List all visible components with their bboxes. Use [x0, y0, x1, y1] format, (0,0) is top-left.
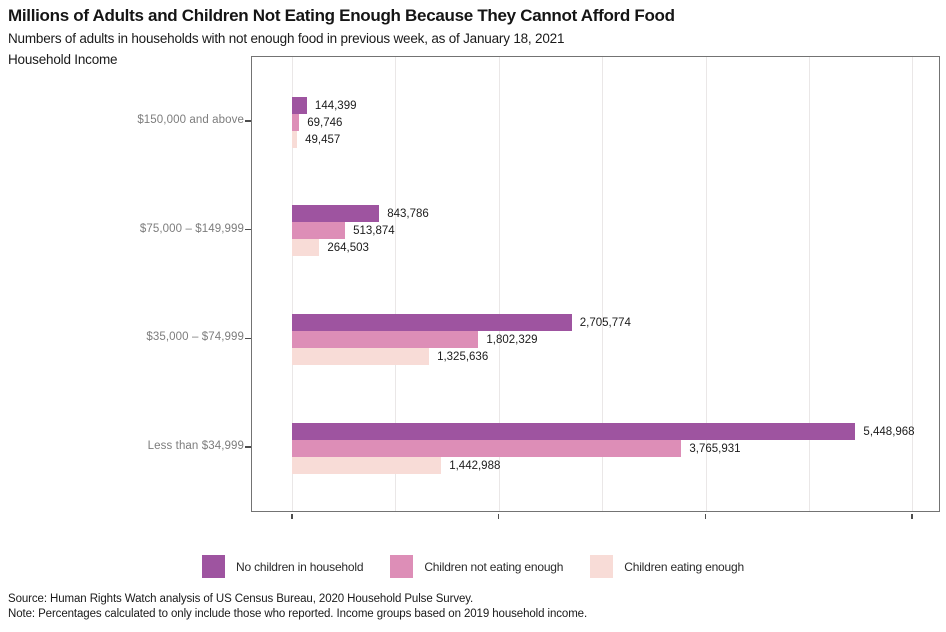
- footer-note: Note: Percentages calculated to only inc…: [8, 607, 588, 620]
- category-label: $75,000 – $149,999: [139, 222, 244, 235]
- y-axis-tick: [245, 337, 251, 340]
- bar-value-label: 843,786: [387, 208, 429, 221]
- x-axis-tick: [704, 513, 707, 519]
- chart-subtitle: Numbers of adults in households with not…: [8, 31, 565, 46]
- x-gridline: [292, 57, 293, 511]
- bar: [292, 222, 346, 240]
- x-axis-tick: [911, 513, 913, 519]
- legend-swatch-no-children: [202, 555, 226, 578]
- legend-label: Children not eating enough: [424, 559, 564, 574]
- y-axis-tick: [245, 120, 251, 122]
- chart-title: Millions of Adults and Children Not Eati…: [8, 6, 675, 25]
- legend-swatch-children-eating: [590, 555, 614, 578]
- x-axis-tick: [497, 513, 500, 519]
- bar: [292, 205, 380, 223]
- y-axis-tick: [245, 228, 251, 231]
- category-label: $35,000 – $74,999: [146, 331, 244, 344]
- bar-value-label: 3,765,931: [689, 442, 741, 455]
- footer: Source: Human Rights Watch analysis of U…: [8, 592, 587, 621]
- category-label: Less than $34,999: [147, 440, 244, 453]
- plot-area: 144,399 69,746 49,457 843,786 513,874 264,503…: [251, 56, 940, 512]
- bar-value-label: 69,746: [307, 116, 343, 129]
- bar-value-label: 1,442,988: [449, 459, 501, 472]
- y-axis-tick: [245, 446, 251, 448]
- bar-value-label: 1,802,329: [486, 333, 538, 346]
- bar-value-label: 2,705,774: [579, 316, 631, 329]
- footer-source: Source: Human Rights Watch analysis of U…: [8, 593, 474, 605]
- x-gridline: [602, 57, 604, 511]
- bar: [292, 130, 298, 148]
- bar-value-label: 144,399: [314, 99, 357, 112]
- y-axis-title: Household Income: [8, 52, 118, 67]
- x-gridline: [912, 57, 914, 511]
- bar: [292, 456, 442, 474]
- legend-item-children-not-eating: Children not eating enough: [390, 555, 563, 578]
- bar: [292, 347, 430, 365]
- bar-value-label: 5,448,968: [863, 425, 915, 438]
- bar: [292, 439, 682, 457]
- legend-label: Children eating enough: [624, 559, 744, 574]
- x-gridline: [705, 57, 707, 511]
- bar: [292, 113, 300, 131]
- bar: [292, 96, 307, 114]
- x-gridline: [809, 57, 810, 511]
- x-axis-tick: [291, 513, 293, 519]
- bar-value-label: 264,503: [327, 242, 369, 255]
- bar-value-label: 49,457: [305, 133, 341, 146]
- bar-value-label: 1,325,636: [437, 350, 489, 363]
- legend-label: No children in household: [236, 559, 364, 574]
- category-label: $150,000 and above: [137, 114, 244, 126]
- bar: [292, 313, 572, 331]
- x-gridline: [498, 57, 500, 511]
- x-gridline: [395, 57, 397, 511]
- legend-item-no-children: No children in household: [202, 555, 364, 578]
- bar-value-label: 513,874: [353, 225, 395, 238]
- legend: No children in household Children not ea…: [0, 555, 946, 578]
- legend-item-children-eating: Children eating enough: [590, 555, 744, 578]
- bar: [292, 330, 479, 348]
- bar: [292, 239, 320, 257]
- bar: [292, 422, 856, 440]
- legend-swatch-children-not-eating: [390, 555, 414, 578]
